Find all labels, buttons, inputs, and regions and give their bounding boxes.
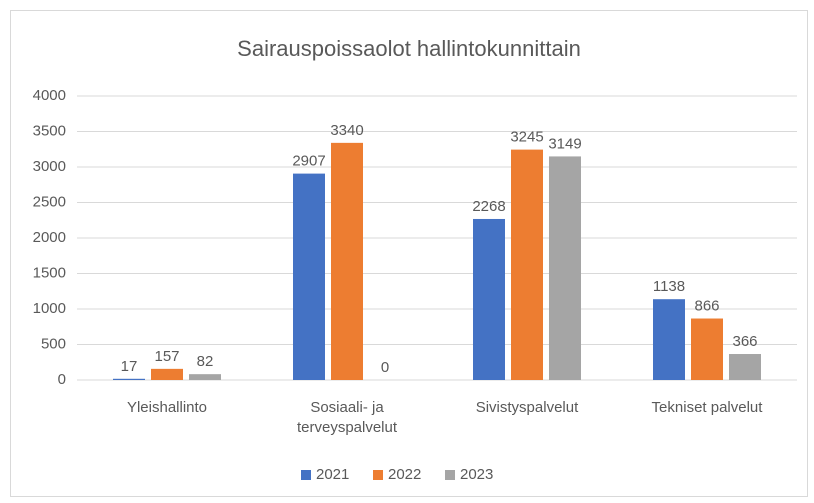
x-tick-label: Sosiaali- ja terveyspalvelut (296, 399, 398, 436)
y-tick-label: 3500 (33, 122, 66, 139)
y-tick-label: 0 (58, 371, 66, 388)
bar (729, 354, 761, 380)
data-label: 2268 (472, 198, 505, 215)
legend-swatch (445, 470, 455, 480)
data-label: 2907 (292, 153, 325, 170)
bar (473, 218, 505, 380)
y-tick-label: 3000 (33, 158, 66, 175)
data-label: 1138 (653, 278, 685, 295)
y-tick-label: 4000 (33, 87, 66, 104)
x-tick-label-box: Sosiaali- ja terveyspalvelut (296, 399, 398, 436)
x-tick-label-box: Yleishallinto (126, 399, 208, 416)
bar (331, 142, 363, 380)
legend-swatch (373, 470, 383, 480)
legend-label: 2023 (460, 466, 493, 483)
chart-border (10, 10, 808, 497)
y-tick-label: 1000 (33, 300, 66, 317)
data-label: 3149 (548, 135, 581, 152)
data-label: 157 (154, 348, 179, 365)
chart-title: Sairauspoissaolot hallintokunnittain (237, 36, 581, 61)
data-label: 3245 (510, 129, 543, 146)
data-label: 0 (381, 359, 389, 376)
data-label: 3340 (330, 122, 363, 139)
legend-label: 2021 (316, 466, 349, 483)
data-label: 866 (694, 297, 719, 314)
x-tick-label: Yleishallinto (126, 399, 208, 416)
legend-swatch (301, 470, 311, 480)
y-tick-label: 2500 (33, 193, 66, 210)
bar (549, 156, 581, 380)
x-tick-label-box: Sivistyspalvelut (475, 399, 579, 416)
y-tick-label: 1500 (33, 264, 66, 281)
bar (151, 368, 183, 380)
x-tick-label: Tekniset palvelut (651, 399, 763, 416)
bar (189, 374, 221, 380)
x-tick-label-box: Tekniset palvelut (651, 399, 763, 416)
y-tick-label: 2000 (33, 229, 66, 246)
bar (691, 318, 723, 380)
data-label: 366 (732, 333, 757, 350)
data-label: 17 (121, 358, 138, 375)
bar (293, 173, 325, 380)
bar (113, 378, 145, 380)
bar (511, 149, 543, 380)
data-label: 82 (197, 353, 214, 370)
legend-label: 2022 (388, 466, 421, 483)
x-tick-label: Sivistyspalvelut (475, 399, 579, 416)
bar (653, 299, 685, 380)
y-tick-label: 500 (41, 335, 66, 352)
